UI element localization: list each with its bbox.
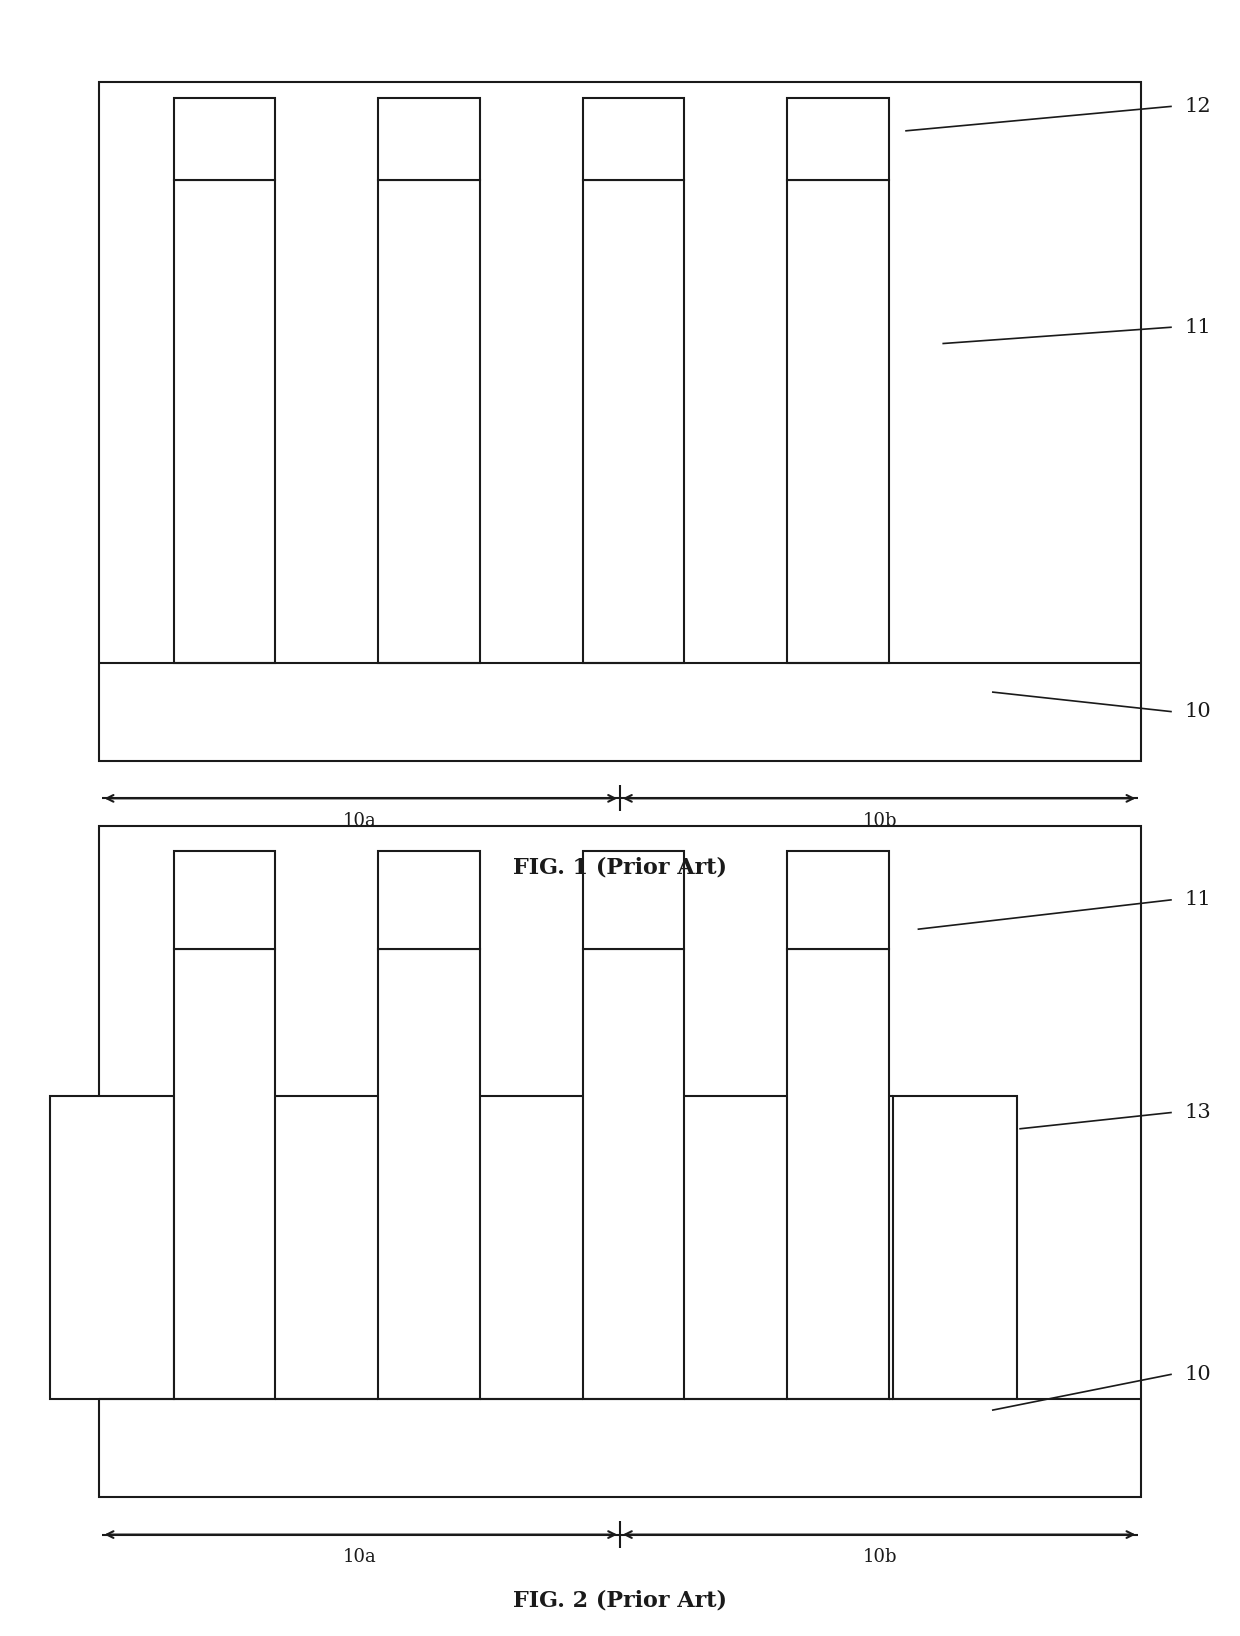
- Bar: [787, 949, 889, 1399]
- Bar: [99, 82, 1141, 761]
- Text: 13: 13: [1184, 1103, 1211, 1122]
- Bar: [893, 1096, 1017, 1399]
- Bar: [50, 1096, 174, 1399]
- Bar: [583, 851, 684, 949]
- Text: 11: 11: [1184, 317, 1211, 337]
- Bar: [174, 949, 275, 1399]
- Text: 12: 12: [1184, 97, 1210, 116]
- Bar: [583, 180, 684, 663]
- Bar: [378, 851, 480, 949]
- Bar: [378, 98, 480, 180]
- Bar: [378, 180, 480, 663]
- Text: 10a: 10a: [342, 1548, 377, 1567]
- Text: 10: 10: [1184, 702, 1211, 721]
- Bar: [583, 98, 684, 180]
- Bar: [787, 851, 889, 949]
- Bar: [378, 949, 480, 1399]
- Bar: [174, 180, 275, 663]
- Text: 10b: 10b: [863, 1548, 898, 1567]
- Bar: [787, 98, 889, 180]
- Text: 10a: 10a: [342, 811, 377, 831]
- Bar: [583, 949, 684, 1399]
- Text: 10b: 10b: [863, 811, 898, 831]
- Text: FIG. 2 (Prior Art): FIG. 2 (Prior Art): [513, 1589, 727, 1611]
- Text: 10: 10: [1184, 1364, 1211, 1384]
- Bar: [99, 826, 1141, 1497]
- Bar: [174, 851, 275, 949]
- Text: FIG. 1 (Prior Art): FIG. 1 (Prior Art): [513, 856, 727, 879]
- Text: 11: 11: [1184, 890, 1211, 910]
- Bar: [174, 98, 275, 180]
- Bar: [787, 180, 889, 663]
